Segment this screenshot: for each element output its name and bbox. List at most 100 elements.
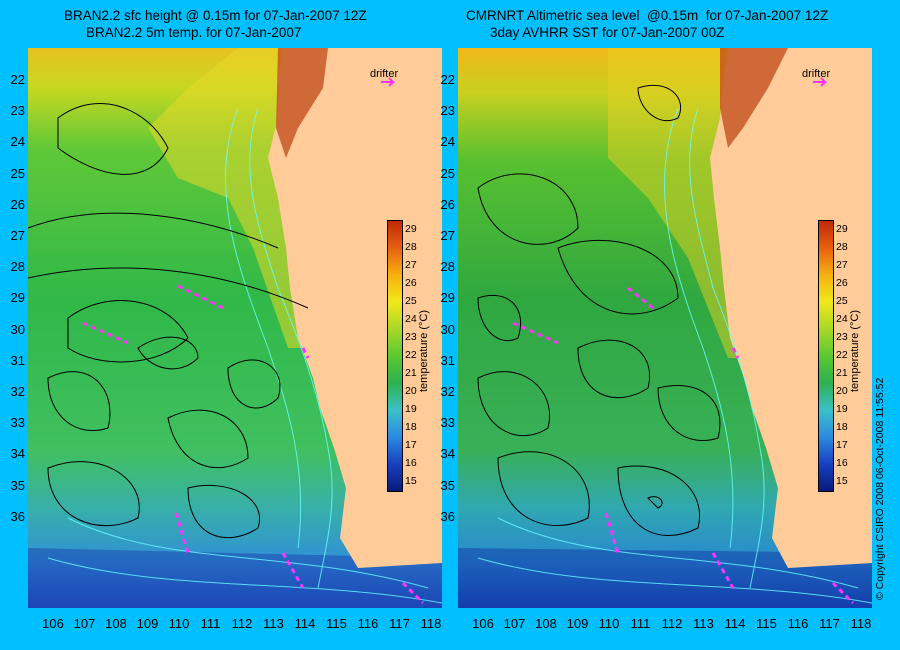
longitude-label: 107 — [73, 616, 96, 631]
latitude-label: 34 — [440, 446, 455, 462]
colorbar-left — [387, 220, 403, 492]
colorbar-tick-label: 29 — [405, 223, 417, 235]
map-panel-right — [458, 48, 872, 608]
longitude-label: 109 — [566, 616, 589, 631]
latitude-label: 25 — [10, 165, 25, 181]
longitude-label: 110 — [598, 616, 620, 631]
drifter-track — [82, 284, 425, 605]
colorbar-tick-label: 25 — [405, 295, 417, 307]
longitude-label: 110 — [168, 616, 190, 631]
latitude-label: 23 — [10, 103, 25, 119]
colorbar-tick-label: 15 — [836, 475, 848, 487]
latitude-label: 26 — [440, 196, 455, 212]
drifter-legend-label: drifter — [802, 68, 831, 80]
longitude-label: 109 — [136, 616, 159, 631]
latitude-label: 23 — [440, 103, 455, 119]
latitude-label: 34 — [10, 446, 25, 462]
colorbar-tick-label: 20 — [836, 385, 848, 397]
latitude-label: 35 — [10, 477, 25, 493]
map-panel-left — [28, 48, 442, 608]
colorbar-tick-label: 24 — [836, 313, 848, 325]
colorbar-right-title: temperature (°C) — [849, 309, 861, 392]
latitude-label: 22 — [440, 72, 455, 87]
colorbar-right — [818, 220, 834, 492]
longitude-label: 112 — [231, 616, 253, 631]
latitude-label: 30 — [10, 321, 25, 337]
latitude-label: 22 — [10, 72, 25, 87]
colorbar-tick-label: 16 — [405, 457, 417, 469]
latitude-label: 30 — [440, 321, 455, 337]
longitude-label: 118 — [850, 616, 872, 631]
latitude-label: 33 — [440, 415, 455, 431]
ssh-contours — [28, 103, 309, 539]
longitude-label: 115 — [326, 616, 347, 631]
colorbar-tick-label: 24 — [405, 313, 417, 325]
latitude-label: 31 — [10, 352, 25, 368]
colorbar-tick-label: 22 — [405, 349, 417, 361]
longitude-label: 113 — [263, 616, 284, 631]
longitude-label: 116 — [357, 616, 379, 631]
colorbar-tick-label: 21 — [405, 367, 417, 379]
drifter-legend-arrow — [813, 77, 828, 87]
latitude-label: 35 — [440, 477, 455, 493]
colorbar-tick-label: 15 — [405, 475, 417, 487]
longitude-label: 116 — [787, 616, 809, 631]
latitude-label: 36 — [440, 508, 455, 524]
latitude-label: 28 — [440, 259, 455, 275]
latitude-label: 25 — [440, 165, 455, 181]
elevated-terrain — [276, 48, 328, 158]
latitude-label: 24 — [440, 134, 455, 150]
latitude-label: 29 — [440, 290, 455, 306]
longitude-label: 117 — [819, 616, 840, 631]
longitude-label: 117 — [389, 616, 410, 631]
colorbar-tick-label: 25 — [836, 295, 848, 307]
colorbar-tick-label: 17 — [405, 439, 417, 451]
drifter-track — [512, 286, 855, 605]
cool-southern-water — [458, 548, 872, 608]
colorbar-tick-label: 18 — [836, 421, 848, 433]
colorbar-tick-label: 21 — [836, 367, 848, 379]
colorbar-tick-label: 20 — [405, 385, 417, 397]
cool-southern-water — [28, 548, 442, 608]
colorbar-tick-label: 27 — [836, 259, 848, 271]
latitude-label: 27 — [440, 228, 455, 243]
colorbar-tick-label: 28 — [405, 241, 417, 253]
longitude-label: 106 — [42, 616, 64, 631]
latitude-label: 32 — [10, 384, 25, 399]
copyright-notice: © Copyright CSIRO 2008 06-Oct-2008 11:55… — [874, 377, 886, 600]
panel-right-title-1: CMRNRT Altimetric sea level @0.15m for 0… — [466, 8, 829, 23]
colorbar-tick-label: 28 — [836, 241, 848, 253]
latitude-label: 26 — [10, 196, 25, 212]
colorbar-tick-label: 29 — [836, 223, 848, 235]
panel-right-title-2: 3day AVHRR SST for 07-Jan-2007 00Z — [490, 25, 725, 40]
colorbar-tick-label: 22 — [836, 349, 848, 361]
drifter-legend-label: drifter — [370, 68, 399, 80]
latitude-label: 32 — [440, 384, 455, 399]
latitude-label: 31 — [440, 352, 455, 368]
longitude-label: 114 — [724, 616, 746, 631]
longitude-label: 106 — [472, 616, 494, 631]
colorbar-tick-label: 16 — [836, 457, 848, 469]
bathymetry-contours — [477, 107, 872, 604]
colorbar-tick-label: 19 — [405, 403, 417, 415]
latitude-label: 27 — [10, 228, 25, 243]
longitude-label: 108 — [535, 616, 557, 631]
colorbar-tick-label: 17 — [836, 439, 848, 451]
longitude-label: 111 — [200, 616, 221, 631]
colorbar-tick-label: 18 — [405, 421, 417, 433]
drifter-legend-arrow — [381, 77, 396, 87]
longitude-label: 115 — [756, 616, 777, 631]
panel-left-title-2: BRAN2.2 5m temp. for 07-Jan-2007 — [86, 25, 302, 40]
colorbar-tick-label: 23 — [836, 331, 848, 343]
latitude-label: 28 — [10, 259, 25, 275]
bathymetry-contours — [47, 107, 442, 604]
colorbar-tick-label: 27 — [405, 259, 417, 271]
panel-left-title-1: BRAN2.2 sfc height @ 0.15m for 07-Jan-20… — [64, 8, 367, 23]
colorbar-left-title: temperature (°C) — [418, 309, 430, 392]
latitude-label: 29 — [10, 290, 25, 306]
latitude-label: 24 — [10, 134, 25, 150]
longitude-label: 113 — [693, 616, 714, 631]
ssh-contours — [477, 84, 721, 536]
longitude-label: 111 — [630, 616, 651, 631]
longitude-label: 107 — [503, 616, 526, 631]
